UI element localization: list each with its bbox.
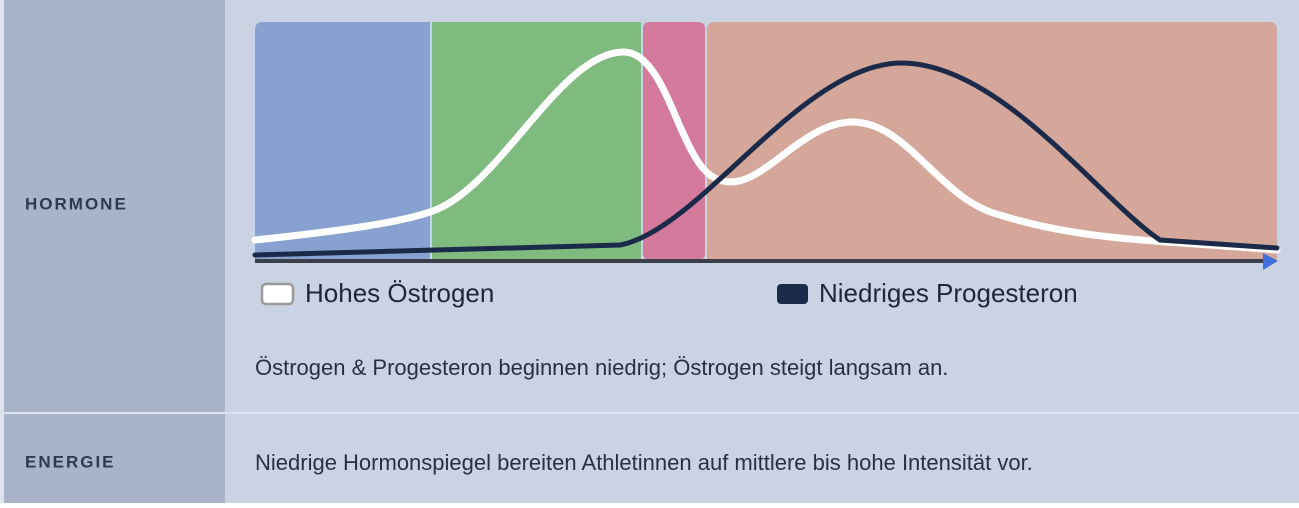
progesterone-curve: [252, 60, 1280, 258]
legend-label: Niedriges Progesteron: [819, 278, 1078, 308]
row-label: ENERGIE: [25, 452, 116, 471]
phase-band: [707, 22, 1277, 260]
axis-arrow: [1263, 253, 1278, 270]
phase-chart: [251, 22, 1281, 270]
description: Niedrige Hormonspiegel bereiten Athletin…: [255, 450, 1033, 475]
label-column: [0, 0, 225, 503]
row-label: HORMONE: [25, 194, 128, 213]
legend-label: Hohes Östrogen: [305, 278, 494, 308]
phase-band: [432, 22, 641, 260]
legend-swatch: [260, 282, 295, 306]
phase-band: [255, 22, 430, 260]
legend-swatch: [777, 284, 808, 304]
description: Östrogen & Progesteron beginnen niedrig;…: [255, 355, 948, 380]
row-divider: [0, 412, 1299, 414]
phase-band: [643, 22, 705, 260]
time-axis: [255, 259, 1267, 263]
left-edge: [0, 0, 4, 503]
